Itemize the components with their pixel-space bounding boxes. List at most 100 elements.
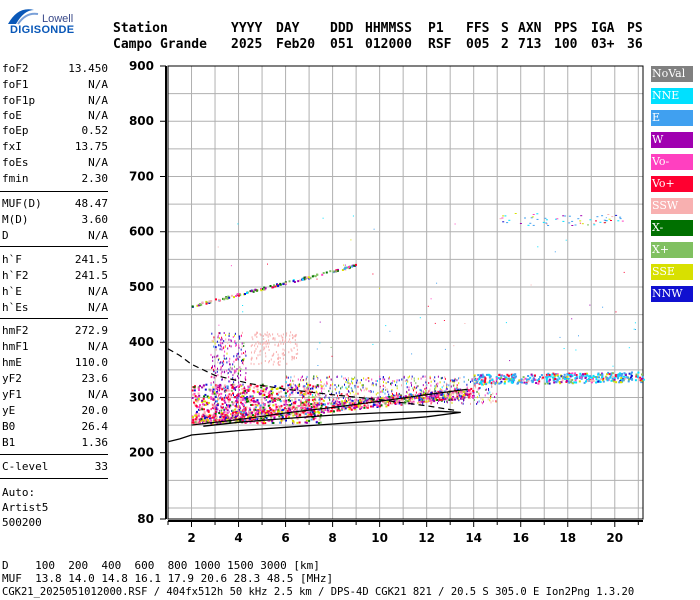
echo-point [320, 379, 322, 382]
echo-point [289, 383, 291, 386]
echo-point [279, 400, 282, 403]
echo-point [446, 394, 449, 397]
echo-point [298, 404, 301, 407]
echo-point [559, 336, 561, 338]
echo-point [254, 415, 257, 418]
echo-point [215, 415, 218, 418]
echo-point [634, 379, 637, 382]
echo-point [427, 396, 430, 399]
echo-point [415, 396, 417, 399]
echo-point [223, 371, 225, 374]
echo-point [236, 401, 239, 404]
echo-point [466, 383, 468, 386]
echo-point [233, 401, 236, 404]
echo-point [261, 383, 264, 386]
echo-point [556, 374, 559, 377]
echo-point [577, 218, 580, 220]
echo-point [317, 408, 320, 411]
echo-point [348, 408, 351, 411]
echo-point [217, 367, 218, 370]
echo-point [248, 417, 251, 420]
echo-point [474, 378, 476, 381]
echo-point [421, 398, 424, 401]
echo-point [319, 416, 322, 419]
echo-point [415, 391, 417, 394]
echo-point [294, 334, 296, 337]
echo-point [460, 397, 462, 400]
echo-point [418, 396, 420, 399]
echo-point [386, 388, 388, 391]
echo-point [425, 395, 428, 398]
echo-point [578, 375, 581, 378]
echo-point [492, 382, 495, 385]
header-value-p1: RSF [428, 37, 452, 52]
echo-point [341, 406, 344, 409]
echo-point [268, 403, 271, 406]
echo-point [302, 411, 305, 414]
echo-point [240, 411, 243, 414]
echo-point [412, 395, 413, 397]
echo-point [204, 388, 207, 391]
echo-point [211, 366, 213, 369]
echo-point [597, 372, 600, 375]
echo-point [411, 353, 413, 355]
echo-point [272, 398, 275, 401]
echo-point [296, 411, 299, 414]
echo-point [526, 379, 529, 382]
echo-point [478, 394, 480, 397]
echo-point [534, 374, 536, 377]
echo-point [280, 390, 283, 393]
echo-point [198, 418, 201, 421]
echo-point [556, 378, 558, 381]
echo-point [270, 399, 273, 402]
echo-point [456, 384, 458, 387]
echo-point [614, 375, 617, 378]
echo-point [273, 337, 274, 340]
echo-point [216, 386, 219, 389]
echo-point [235, 386, 237, 388]
echo-point [289, 393, 292, 396]
echo-point [616, 373, 619, 376]
echo-point [243, 413, 246, 416]
echo-point [283, 352, 284, 355]
echo-point [275, 405, 278, 408]
echo-point [254, 333, 256, 336]
echo-point [265, 388, 268, 391]
echo-point [225, 297, 228, 299]
echo-point [327, 402, 330, 405]
echo-point [219, 385, 222, 388]
echo-point [541, 377, 543, 380]
header-label-s: S [501, 21, 509, 36]
echo-point [223, 398, 226, 401]
echo-point [274, 403, 277, 406]
echo-point [258, 414, 261, 416]
echo-point [440, 393, 443, 396]
echo-point [588, 379, 591, 382]
echo-point [416, 385, 418, 388]
echo-point [220, 392, 223, 395]
echo-point [326, 406, 329, 409]
echo-point [391, 389, 393, 392]
echo-point [263, 404, 266, 407]
echo-point [385, 396, 388, 399]
echo-point [514, 373, 517, 376]
echo-point [221, 411, 223, 414]
echo-point [343, 402, 346, 405]
echo-point [298, 385, 299, 388]
echo-point [294, 356, 295, 359]
echo-point [202, 397, 205, 400]
echo-point [585, 379, 588, 381]
echo-point [207, 421, 210, 424]
echo-point [241, 395, 244, 398]
echo-point [623, 375, 625, 378]
echo-point [341, 386, 343, 389]
echo-point [217, 334, 219, 337]
echo-point [618, 373, 621, 376]
echo-point [281, 352, 283, 355]
echo-point [284, 349, 286, 352]
echo-point [508, 374, 511, 377]
echo-point [455, 387, 457, 390]
echo-point [254, 344, 256, 347]
echo-point [548, 378, 551, 381]
